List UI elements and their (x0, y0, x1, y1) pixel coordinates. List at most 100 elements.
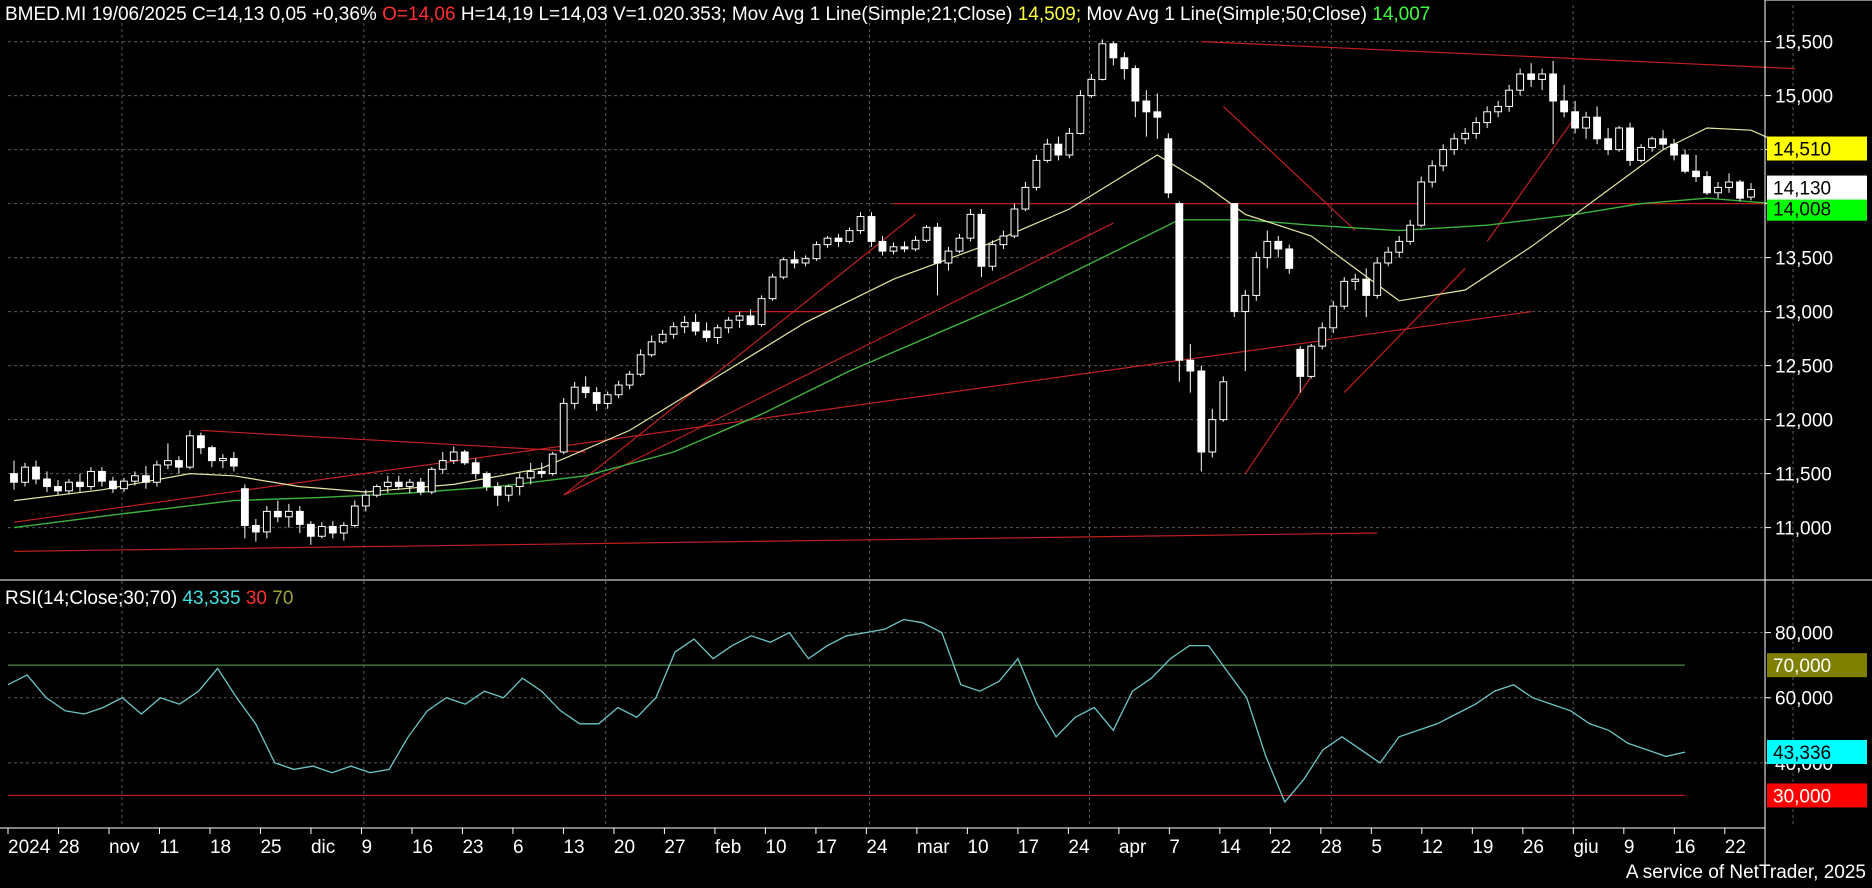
candle[interactable] (185, 430, 194, 470)
candle[interactable] (1450, 133, 1459, 155)
candle[interactable] (1714, 182, 1722, 199)
candle[interactable] (10, 460, 18, 490)
candle[interactable] (680, 315, 689, 334)
candle[interactable] (1021, 182, 1030, 212)
candle[interactable] (1725, 173, 1733, 193)
candle[interactable] (273, 500, 282, 523)
candle[interactable] (1307, 344, 1316, 379)
candle[interactable] (1439, 144, 1448, 172)
candle[interactable] (196, 432, 205, 455)
candle[interactable] (153, 460, 161, 487)
candle[interactable] (218, 454, 227, 469)
candle[interactable] (76, 473, 84, 492)
candle[interactable] (383, 475, 392, 494)
candle[interactable] (1087, 74, 1096, 98)
candle[interactable] (526, 462, 535, 485)
candle[interactable] (1329, 300, 1338, 334)
candle[interactable] (1692, 155, 1700, 182)
candle[interactable] (295, 506, 304, 533)
candle[interactable] (120, 477, 128, 492)
candle[interactable] (207, 445, 216, 468)
candle[interactable] (1417, 176, 1426, 228)
candle[interactable] (1032, 155, 1041, 191)
candle[interactable] (174, 456, 183, 474)
candle[interactable] (1681, 149, 1689, 174)
candle[interactable] (933, 223, 942, 296)
candle[interactable] (1164, 133, 1173, 199)
candle[interactable] (416, 477, 425, 496)
candle[interactable] (1131, 65, 1140, 118)
candle[interactable] (306, 521, 315, 545)
candle[interactable] (493, 482, 502, 506)
candle[interactable] (1560, 84, 1569, 118)
candle[interactable] (636, 349, 645, 377)
candle[interactable] (713, 324, 722, 344)
candle[interactable] (32, 460, 40, 485)
candle[interactable] (779, 257, 788, 280)
candle[interactable] (339, 522, 348, 541)
candle[interactable] (922, 225, 931, 243)
candle[interactable] (1384, 246, 1393, 267)
candle[interactable] (438, 452, 447, 474)
candle[interactable] (1670, 138, 1678, 161)
candle[interactable] (1472, 117, 1481, 139)
candle[interactable] (834, 233, 843, 247)
candle[interactable] (559, 398, 568, 455)
candle[interactable] (1219, 376, 1228, 422)
candle[interactable] (504, 484, 513, 502)
candle[interactable] (1241, 290, 1250, 371)
candle[interactable] (1637, 144, 1645, 163)
candle[interactable] (262, 506, 271, 539)
candle[interactable] (1098, 39, 1107, 81)
candle[interactable] (1109, 41, 1118, 66)
candle[interactable] (1615, 125, 1623, 152)
candle[interactable] (1263, 230, 1272, 269)
candle[interactable] (614, 380, 623, 398)
candle[interactable] (65, 479, 73, 495)
candle[interactable] (746, 309, 755, 326)
candle[interactable] (1175, 201, 1184, 382)
candle[interactable] (1494, 101, 1503, 118)
candle[interactable] (109, 476, 117, 494)
candle[interactable] (284, 503, 293, 528)
candle[interactable] (1659, 130, 1667, 150)
candle[interactable] (548, 452, 557, 476)
candle[interactable] (131, 471, 139, 486)
candle[interactable] (350, 500, 359, 528)
candle[interactable] (878, 236, 887, 256)
candle[interactable] (1703, 171, 1711, 195)
candle[interactable] (1527, 63, 1536, 87)
candle[interactable] (1208, 408, 1217, 458)
candle[interactable] (867, 212, 876, 247)
candle[interactable] (1626, 122, 1634, 166)
candle[interactable] (1582, 111, 1591, 139)
candle[interactable] (724, 317, 733, 334)
candle[interactable] (1296, 346, 1305, 393)
candle[interactable] (999, 230, 1008, 249)
candle[interactable] (900, 241, 909, 253)
candle[interactable] (43, 471, 51, 492)
candle[interactable] (1054, 136, 1063, 161)
candle[interactable] (1076, 90, 1085, 135)
candle[interactable] (1318, 322, 1327, 350)
candle[interactable] (1593, 106, 1601, 145)
candle[interactable] (1362, 268, 1371, 317)
candle[interactable] (1571, 101, 1580, 134)
candle[interactable] (1230, 203, 1239, 317)
candle[interactable] (1538, 68, 1547, 91)
candle[interactable] (1043, 138, 1052, 163)
candle[interactable] (570, 381, 579, 409)
candle[interactable] (823, 236, 832, 248)
candle[interactable] (1351, 273, 1360, 290)
candle[interactable] (54, 480, 62, 496)
candle[interactable] (955, 233, 964, 254)
candle[interactable] (142, 466, 150, 489)
candle[interactable] (1065, 128, 1074, 159)
candle[interactable] (625, 371, 634, 390)
candle[interactable] (251, 518, 260, 542)
candle[interactable] (240, 484, 249, 539)
candle[interactable] (471, 458, 480, 479)
candle[interactable] (790, 251, 799, 269)
candle[interactable] (812, 241, 821, 261)
